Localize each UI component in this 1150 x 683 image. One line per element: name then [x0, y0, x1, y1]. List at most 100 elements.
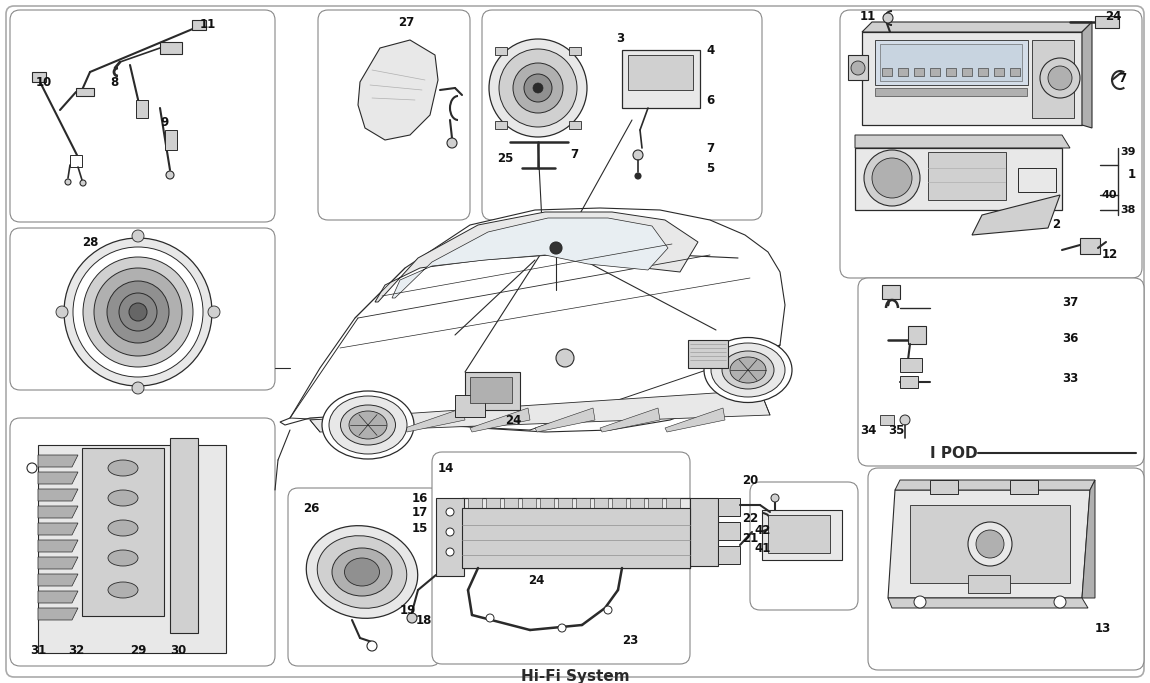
Bar	[900, 376, 918, 388]
Polygon shape	[630, 498, 644, 508]
Bar	[1080, 238, 1101, 254]
FancyBboxPatch shape	[10, 228, 275, 390]
Bar	[898, 68, 908, 76]
Circle shape	[1040, 58, 1080, 98]
Circle shape	[864, 150, 920, 206]
Ellipse shape	[94, 268, 182, 356]
Text: 4: 4	[706, 44, 714, 57]
Bar	[462, 508, 690, 568]
Bar	[1095, 16, 1119, 28]
Bar	[930, 480, 958, 494]
Text: 22: 22	[742, 512, 758, 525]
Text: 7: 7	[570, 148, 578, 161]
Bar	[718, 522, 739, 540]
Circle shape	[447, 138, 457, 148]
Polygon shape	[279, 208, 785, 432]
Bar	[900, 358, 922, 372]
Text: 34: 34	[860, 423, 876, 436]
Bar	[622, 50, 700, 108]
Text: 33: 33	[1061, 372, 1079, 385]
Ellipse shape	[208, 306, 220, 318]
Ellipse shape	[107, 281, 169, 343]
Circle shape	[66, 179, 71, 185]
Bar	[1010, 480, 1038, 494]
Polygon shape	[392, 218, 668, 298]
FancyBboxPatch shape	[10, 418, 275, 666]
Bar	[76, 88, 94, 96]
Text: 31: 31	[30, 643, 46, 656]
Text: 38: 38	[1120, 205, 1135, 215]
Bar	[192, 20, 206, 30]
Circle shape	[872, 158, 912, 198]
Polygon shape	[600, 408, 660, 432]
Text: 16: 16	[412, 492, 428, 505]
Polygon shape	[558, 498, 572, 508]
Circle shape	[558, 624, 566, 632]
Bar	[875, 88, 1027, 96]
Polygon shape	[875, 40, 1028, 85]
Polygon shape	[888, 598, 1088, 608]
Circle shape	[550, 242, 562, 254]
Bar	[628, 55, 693, 90]
Bar	[569, 47, 581, 55]
Polygon shape	[595, 498, 608, 508]
FancyBboxPatch shape	[319, 10, 470, 220]
FancyBboxPatch shape	[10, 10, 275, 222]
Ellipse shape	[348, 411, 388, 439]
Text: 11: 11	[200, 18, 216, 31]
Circle shape	[635, 173, 641, 179]
Text: 15: 15	[412, 522, 428, 535]
Bar	[978, 68, 988, 76]
Ellipse shape	[108, 550, 138, 566]
Text: 24: 24	[505, 413, 521, 426]
Text: 26: 26	[302, 501, 320, 514]
FancyBboxPatch shape	[288, 488, 440, 666]
Bar	[1018, 168, 1056, 192]
Polygon shape	[972, 195, 1060, 235]
Circle shape	[968, 522, 1012, 566]
Bar	[496, 121, 507, 129]
Bar	[38, 445, 227, 653]
Ellipse shape	[108, 582, 138, 598]
Bar	[928, 152, 1006, 200]
Polygon shape	[540, 498, 554, 508]
Bar	[496, 47, 507, 55]
Circle shape	[446, 548, 454, 556]
Text: 28: 28	[82, 236, 99, 249]
Ellipse shape	[56, 306, 68, 318]
Polygon shape	[888, 490, 1090, 598]
Ellipse shape	[345, 558, 380, 586]
Bar	[718, 546, 739, 564]
Circle shape	[604, 606, 612, 614]
Text: 24: 24	[1105, 10, 1121, 23]
Bar	[436, 498, 463, 576]
Text: 8: 8	[110, 76, 118, 89]
Circle shape	[914, 596, 926, 608]
Polygon shape	[38, 540, 78, 552]
Bar	[70, 155, 82, 167]
Polygon shape	[666, 498, 680, 508]
Ellipse shape	[108, 520, 138, 536]
Polygon shape	[310, 390, 770, 432]
Text: 41: 41	[754, 542, 770, 555]
Circle shape	[446, 528, 454, 536]
FancyBboxPatch shape	[868, 468, 1144, 670]
Text: 14: 14	[438, 462, 454, 475]
Polygon shape	[405, 408, 465, 432]
Bar	[82, 448, 164, 616]
Ellipse shape	[108, 490, 138, 506]
Polygon shape	[38, 608, 78, 620]
Ellipse shape	[306, 526, 417, 618]
Ellipse shape	[132, 230, 144, 242]
Ellipse shape	[132, 382, 144, 394]
Bar	[994, 68, 1004, 76]
Bar	[170, 438, 198, 633]
Text: 24: 24	[528, 574, 544, 587]
Ellipse shape	[499, 49, 577, 127]
Text: 12: 12	[1102, 249, 1118, 262]
Text: 17: 17	[412, 505, 428, 518]
Bar	[136, 100, 148, 118]
Ellipse shape	[532, 83, 543, 93]
Bar	[762, 510, 842, 560]
Text: 36: 36	[1061, 331, 1079, 344]
